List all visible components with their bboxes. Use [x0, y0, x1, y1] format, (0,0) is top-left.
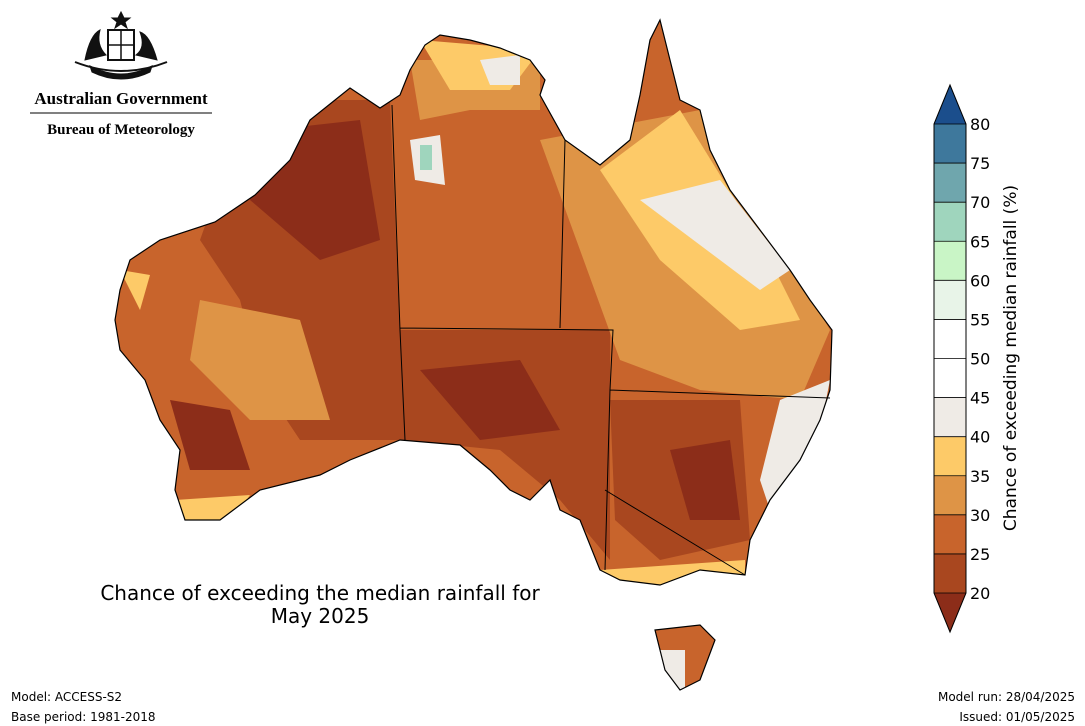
color-bin: [934, 124, 966, 164]
colorbar-tick-label: 40: [970, 428, 990, 447]
colorbar-tick-label: 35: [970, 467, 990, 486]
color-bin: [934, 514, 966, 554]
under-extension: [934, 593, 966, 632]
colorbar-tick-label: 45: [970, 389, 990, 408]
color-bin: [934, 163, 966, 203]
color-bin: [934, 241, 966, 281]
color-bin: [934, 358, 966, 398]
colorbar-tick-label: 20: [970, 584, 990, 603]
color-bin: [934, 202, 966, 242]
colorbar-tick-label: 65: [970, 232, 990, 251]
colorbar-tick-label: 50: [970, 350, 990, 369]
colorbar-tick-label: 30: [970, 506, 990, 525]
colorbar-tick-label: 55: [970, 310, 990, 329]
color-bin: [934, 475, 966, 515]
color-bin: [934, 280, 966, 320]
colorbar-tick-label: 75: [970, 154, 990, 173]
colorbar-label: Chance of exceeding median rainfall (%): [1001, 185, 1021, 531]
colorbar-tick-label: 25: [970, 545, 990, 564]
over-extension: [934, 85, 966, 124]
colorbar: 20 25 30 35 40 45 50 55 60 65 70 75 80: [933, 83, 990, 634]
header-line1: Australian Government: [34, 89, 208, 108]
crest: [74, 10, 168, 80]
color-bin: [934, 436, 966, 476]
footer-issued: Issued: 01/05/2025: [959, 710, 1075, 724]
colorbar-tick-label: 70: [970, 193, 990, 212]
color-bin: [934, 553, 966, 593]
footer-base: Base period: 1981-2018: [11, 710, 156, 724]
color-bin: [934, 397, 966, 437]
header-line2: Bureau of Meteorology: [47, 122, 195, 138]
footer-run: Model run: 28/04/2025: [938, 690, 1075, 704]
map-title: Chance of exceeding the median rainfall …: [100, 581, 540, 605]
color-bin: [934, 319, 966, 359]
colorbar-tick-label: 60: [970, 271, 990, 290]
footer-model: Model: ACCESS-S2: [11, 690, 122, 704]
coastline: [114, 18, 833, 691]
state-borders: [391, 104, 831, 576]
map-title: May 2025: [271, 604, 370, 628]
colorbar-tick-label: 80: [970, 115, 990, 134]
